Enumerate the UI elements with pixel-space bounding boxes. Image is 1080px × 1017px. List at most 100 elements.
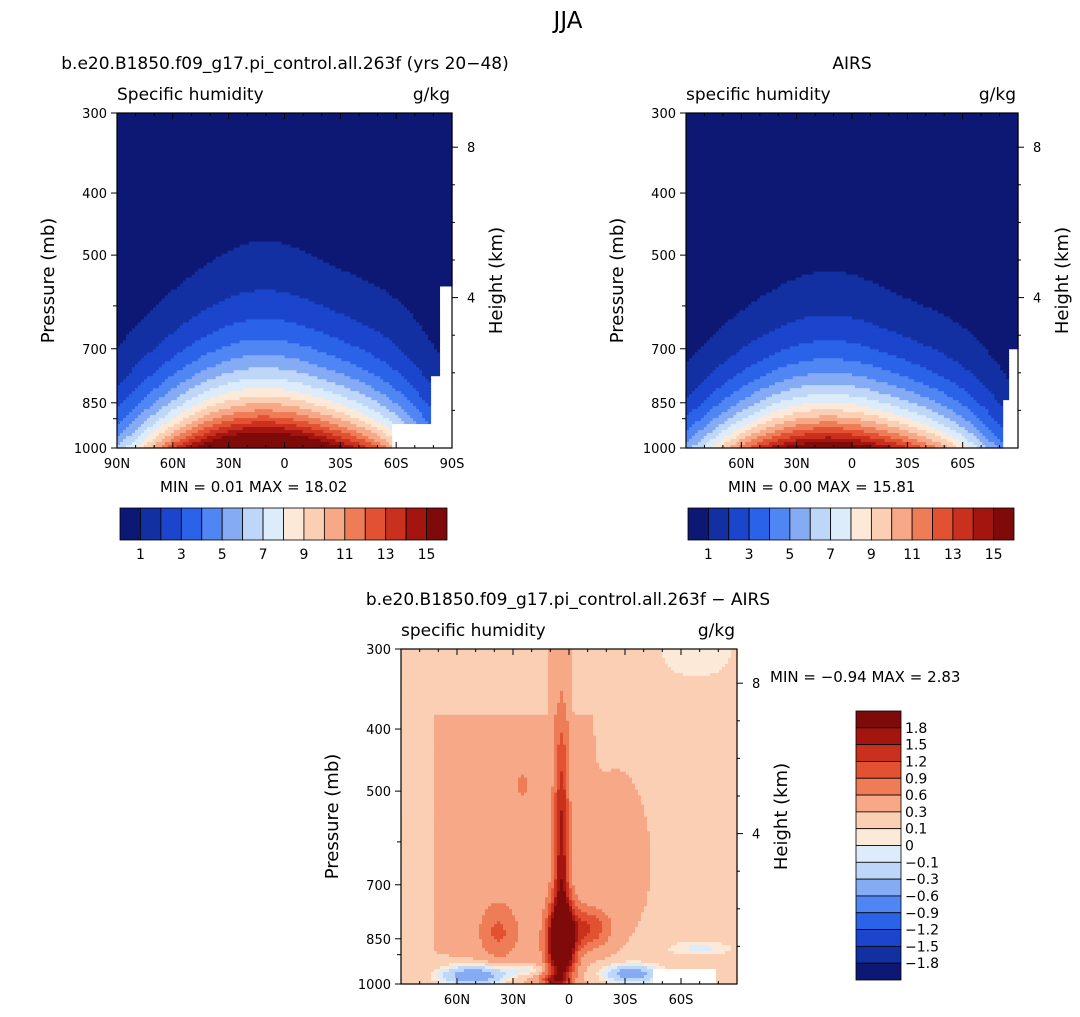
heatmap-cell xyxy=(122,418,136,422)
heatmap-cell xyxy=(197,358,232,362)
heatmap-cell xyxy=(170,358,199,362)
heatmap-cell xyxy=(401,687,549,692)
heatmap-cell xyxy=(569,888,573,892)
heatmap-cell xyxy=(428,403,432,407)
heatmap-cell xyxy=(929,397,954,401)
heatmap-cell xyxy=(308,373,345,377)
heatmap-cell xyxy=(860,343,924,347)
heatmap-cell xyxy=(557,774,561,779)
heatmap-cell xyxy=(455,975,495,979)
heatmap-cell xyxy=(554,750,558,755)
heatmap-cell xyxy=(706,412,723,416)
heatmap-cell xyxy=(518,921,543,925)
heatmap-cell xyxy=(557,870,567,874)
heatmap-cell xyxy=(554,888,558,892)
heatmap-cell xyxy=(596,738,738,743)
heatmap-cell xyxy=(706,442,717,446)
heatmap-cell xyxy=(843,409,883,413)
heatmap-cell xyxy=(792,412,865,416)
heatmap-cell xyxy=(434,813,552,818)
heatmap-cell xyxy=(155,421,169,425)
heatmap-cell xyxy=(691,391,714,395)
heatmap-cell xyxy=(837,415,880,419)
heatmap-cell xyxy=(569,786,636,791)
heatmap-cell xyxy=(958,400,978,404)
heatmap-cell xyxy=(572,891,576,895)
heatmap-cell xyxy=(560,852,564,856)
heatmap-cell xyxy=(440,373,453,377)
heatmap-cell xyxy=(572,669,675,674)
heatmap-cell xyxy=(557,768,567,773)
heatmap-cell xyxy=(383,379,408,383)
heatmap-cell xyxy=(647,819,738,824)
colorbar-swatch xyxy=(855,878,902,897)
heatmap-cell xyxy=(641,969,654,973)
heatmap-cell xyxy=(524,774,555,779)
heatmap-cell xyxy=(572,870,651,874)
heatmap-cell xyxy=(551,846,555,850)
heatmap-cell xyxy=(134,406,151,410)
heatmap-cell xyxy=(569,969,573,973)
heatmap-cell xyxy=(401,666,549,671)
heatmap-cell xyxy=(521,792,525,797)
max-value: 18.02 xyxy=(305,478,348,496)
heatmap-cell xyxy=(804,433,853,437)
heatmap-cell xyxy=(617,972,648,976)
colorbar-label: −0.1 xyxy=(905,855,939,871)
heatmap-cell xyxy=(923,304,1019,309)
heatmap-cell xyxy=(694,352,737,356)
heatmap-cell xyxy=(215,403,247,407)
heatmap-cell xyxy=(554,777,558,782)
heatmap-cell xyxy=(917,340,981,344)
heatmap-cell xyxy=(401,747,435,752)
heatmap-cell xyxy=(653,981,717,985)
heatmap-cell xyxy=(146,352,178,356)
heatmap-cell xyxy=(548,675,573,680)
heatmap-cell xyxy=(431,403,453,407)
heatmap-cell xyxy=(569,771,627,776)
heatmap-cell xyxy=(569,894,573,898)
heatmap-cell xyxy=(401,649,549,653)
heatmap-cell xyxy=(686,295,761,300)
heatmap-cell xyxy=(572,849,651,853)
heatmap-cell xyxy=(191,406,208,410)
heatmap-cell xyxy=(548,672,573,677)
heatmap-cell xyxy=(401,696,549,701)
heatmap-cell xyxy=(275,421,310,425)
heatmap-cell xyxy=(554,804,558,809)
heatmap-cell xyxy=(551,831,555,836)
heatmap-cell xyxy=(896,355,948,359)
heatmap-cell xyxy=(602,972,609,976)
heatmap-cell xyxy=(557,891,567,895)
colorbar-swatch xyxy=(405,507,427,541)
heatmap-cell xyxy=(686,262,1019,267)
heatmap-cell xyxy=(539,945,546,949)
heatmap-cell xyxy=(863,430,889,434)
heatmap-cell xyxy=(125,445,136,449)
heatmap-cell xyxy=(602,909,645,913)
heatmap-cell xyxy=(863,277,1019,282)
min-max-stats: MIN = 0.00 MAX = 15.81 xyxy=(728,478,915,496)
heatmap-cell xyxy=(686,355,693,359)
heatmap-cell xyxy=(272,409,313,413)
heatmap-cell xyxy=(554,978,564,982)
heatmap-cell xyxy=(122,400,142,404)
heatmap-cell xyxy=(566,705,573,710)
colorbar-swatch xyxy=(993,507,1015,541)
heatmap-cell xyxy=(771,370,892,374)
heatmap-cell xyxy=(434,942,483,946)
heatmap-cell xyxy=(167,421,181,425)
heatmap-cell xyxy=(982,442,995,446)
heatmap-cell xyxy=(155,436,166,440)
heatmap-cell xyxy=(389,292,441,297)
heatmap-cell xyxy=(578,894,648,898)
heatmap-cell xyxy=(566,753,570,758)
heatmap-cell xyxy=(557,879,561,883)
heatmap-cell xyxy=(563,771,567,776)
heatmap-cell xyxy=(638,921,738,925)
heatmap-cell xyxy=(137,415,151,419)
heatmap-cell xyxy=(164,379,187,383)
heatmap-cell xyxy=(401,825,435,830)
heatmap-cell xyxy=(128,373,154,377)
heatmap-cell xyxy=(422,325,441,329)
